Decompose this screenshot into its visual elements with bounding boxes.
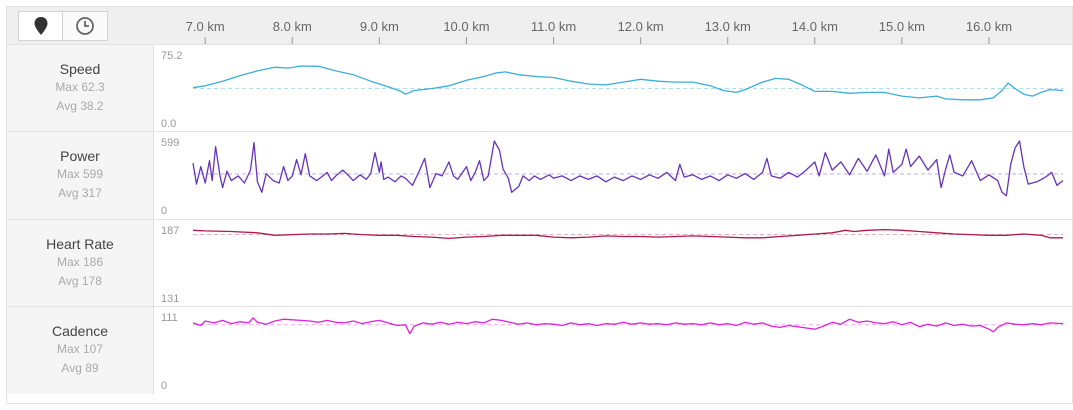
- power-chart[interactable]: 599 0: [155, 132, 1073, 220]
- speed-chart[interactable]: 75.2 0.0: [155, 45, 1073, 133]
- distance-tick-label: 11.0 km: [531, 19, 576, 34]
- metric-avg: Avg 38.2: [56, 99, 104, 113]
- distance-tick-label: 12.0 km: [618, 19, 664, 34]
- y-axis-min-label: 131: [161, 293, 179, 305]
- cadence-chart[interactable]: 111 0: [155, 307, 1073, 395]
- heart-rate-label-panel: Heart Rate Max 186 Avg 178: [7, 220, 154, 307]
- distance-tick-label: 9.0 km: [360, 19, 399, 34]
- y-axis-max-label: 75.2: [161, 50, 182, 62]
- activity-chart-panel: 7.0 km 8.0 km 9.0 km 10.0 km 11.0 km 12.0 km 1…: [6, 6, 1073, 404]
- series-line: [192, 228, 1063, 240]
- y-axis-min-label: 0: [161, 380, 167, 392]
- y-axis-min-label: 0.0: [161, 118, 176, 130]
- heart-rate-row: Heart Rate Max 186 Avg 178 187 131: [7, 219, 1073, 307]
- chart-toolbar: 7.0 km 8.0 km 9.0 km 10.0 km 11.0 km 12.0 km 1…: [7, 7, 1072, 44]
- distance-tick-label: 14.0 km: [792, 19, 838, 34]
- distance-mode-button[interactable]: [19, 12, 64, 40]
- metric-avg: Avg 178: [58, 274, 102, 288]
- distance-axis: 7.0 km 8.0 km 9.0 km 10.0 km 11.0 km 12.0 km 1…: [186, 19, 1012, 44]
- distance-tick-label: 13.0 km: [705, 19, 751, 34]
- power-row: Power Max 599 Avg 317 599 0: [7, 131, 1073, 219]
- heart-rate-chart[interactable]: 187 131: [155, 220, 1073, 308]
- distance-tick-label: 10.0 km: [443, 19, 489, 34]
- distance-tick-label: 7.0 km: [186, 19, 225, 34]
- clock-icon: [76, 17, 94, 35]
- distance-tick-label: 8.0 km: [273, 19, 312, 34]
- distance-tick-label: 16.0 km: [966, 19, 1012, 34]
- series-line: [192, 317, 1064, 335]
- cadence-label-panel: Cadence Max 107 Avg 89: [7, 307, 154, 394]
- cadence-row: Cadence Max 107 Avg 89 111 0: [7, 306, 1073, 394]
- metric-name: Speed: [59, 61, 101, 77]
- metric-max: Max 62.3: [55, 80, 105, 94]
- metric-max: Max 107: [56, 342, 104, 356]
- y-axis-max-label: 599: [161, 137, 179, 149]
- metric-max: Max 599: [56, 167, 104, 181]
- series-line: [192, 140, 1064, 197]
- power-label-panel: Power Max 599 Avg 317: [7, 132, 154, 219]
- map-pin-icon: [34, 17, 47, 35]
- metric-avg: Avg 89: [61, 361, 99, 375]
- speed-label-panel: Speed Max 62.3 Avg 38.2: [7, 45, 154, 132]
- metric-name: Cadence: [51, 323, 109, 339]
- metric-max: Max 186: [56, 255, 104, 269]
- x-axis-mode-toggle: [18, 11, 108, 41]
- metric-name: Heart Rate: [46, 236, 114, 252]
- metric-name: Power: [60, 148, 100, 164]
- series-line: [192, 65, 1064, 101]
- distance-tick-label: 15.0 km: [879, 19, 925, 34]
- y-axis-min-label: 0: [161, 205, 167, 217]
- speed-row: Speed Max 62.3 Avg 38.2 75.2 0.0: [7, 44, 1073, 132]
- y-axis-max-label: 187: [161, 225, 179, 237]
- y-axis-max-label: 111: [161, 312, 178, 324]
- metric-avg: Avg 317: [58, 186, 102, 200]
- time-mode-button[interactable]: [63, 12, 107, 40]
